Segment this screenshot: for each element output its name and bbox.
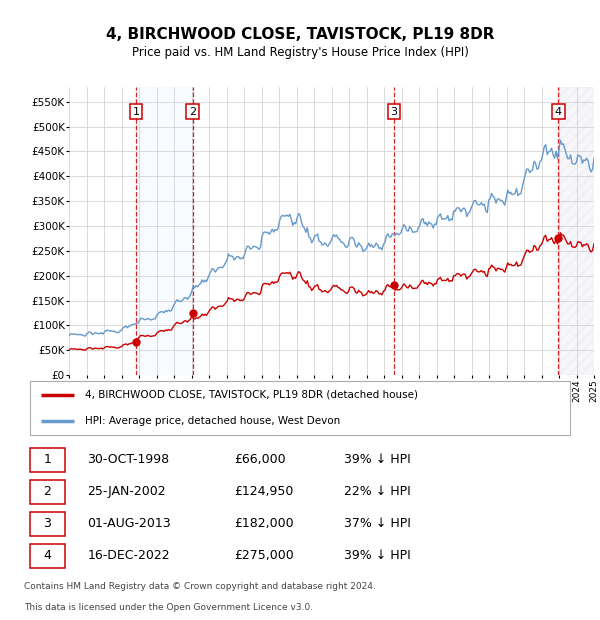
FancyBboxPatch shape [29,381,571,435]
Text: 1: 1 [44,453,52,466]
Text: 1: 1 [133,107,140,117]
Text: 39% ↓ HPI: 39% ↓ HPI [344,549,411,562]
Text: £124,950: £124,950 [234,485,293,498]
Text: £275,000: £275,000 [234,549,293,562]
Text: HPI: Average price, detached house, West Devon: HPI: Average price, detached house, West… [85,415,340,425]
Text: 4, BIRCHWOOD CLOSE, TAVISTOCK, PL19 8DR: 4, BIRCHWOOD CLOSE, TAVISTOCK, PL19 8DR [106,27,494,42]
FancyBboxPatch shape [29,479,65,503]
Bar [136,87,193,375]
Text: 3: 3 [44,517,52,530]
Text: Price paid vs. HM Land Registry's House Price Index (HPI): Price paid vs. HM Land Registry's House … [131,46,469,59]
Text: £182,000: £182,000 [234,517,293,530]
Text: 2: 2 [44,485,52,498]
Text: 37% ↓ HPI: 37% ↓ HPI [344,517,411,530]
Text: 39% ↓ HPI: 39% ↓ HPI [344,453,411,466]
Text: This data is licensed under the Open Government Licence v3.0.: This data is licensed under the Open Gov… [24,603,313,612]
Text: £66,000: £66,000 [234,453,286,466]
Bar [559,87,594,375]
Text: 01-AUG-2013: 01-AUG-2013 [88,517,171,530]
Text: 2: 2 [189,107,196,117]
FancyBboxPatch shape [29,448,65,472]
Text: 4: 4 [555,107,562,117]
Text: 4, BIRCHWOOD CLOSE, TAVISTOCK, PL19 8DR (detached house): 4, BIRCHWOOD CLOSE, TAVISTOCK, PL19 8DR … [85,390,418,400]
Text: 16-DEC-2022: 16-DEC-2022 [88,549,170,562]
Text: 25-JAN-2002: 25-JAN-2002 [88,485,166,498]
Text: Contains HM Land Registry data © Crown copyright and database right 2024.: Contains HM Land Registry data © Crown c… [24,582,376,591]
Text: 3: 3 [391,107,398,117]
Text: 4: 4 [44,549,52,562]
Text: 30-OCT-1998: 30-OCT-1998 [88,453,170,466]
Text: 22% ↓ HPI: 22% ↓ HPI [344,485,411,498]
FancyBboxPatch shape [29,512,65,536]
FancyBboxPatch shape [29,544,65,567]
